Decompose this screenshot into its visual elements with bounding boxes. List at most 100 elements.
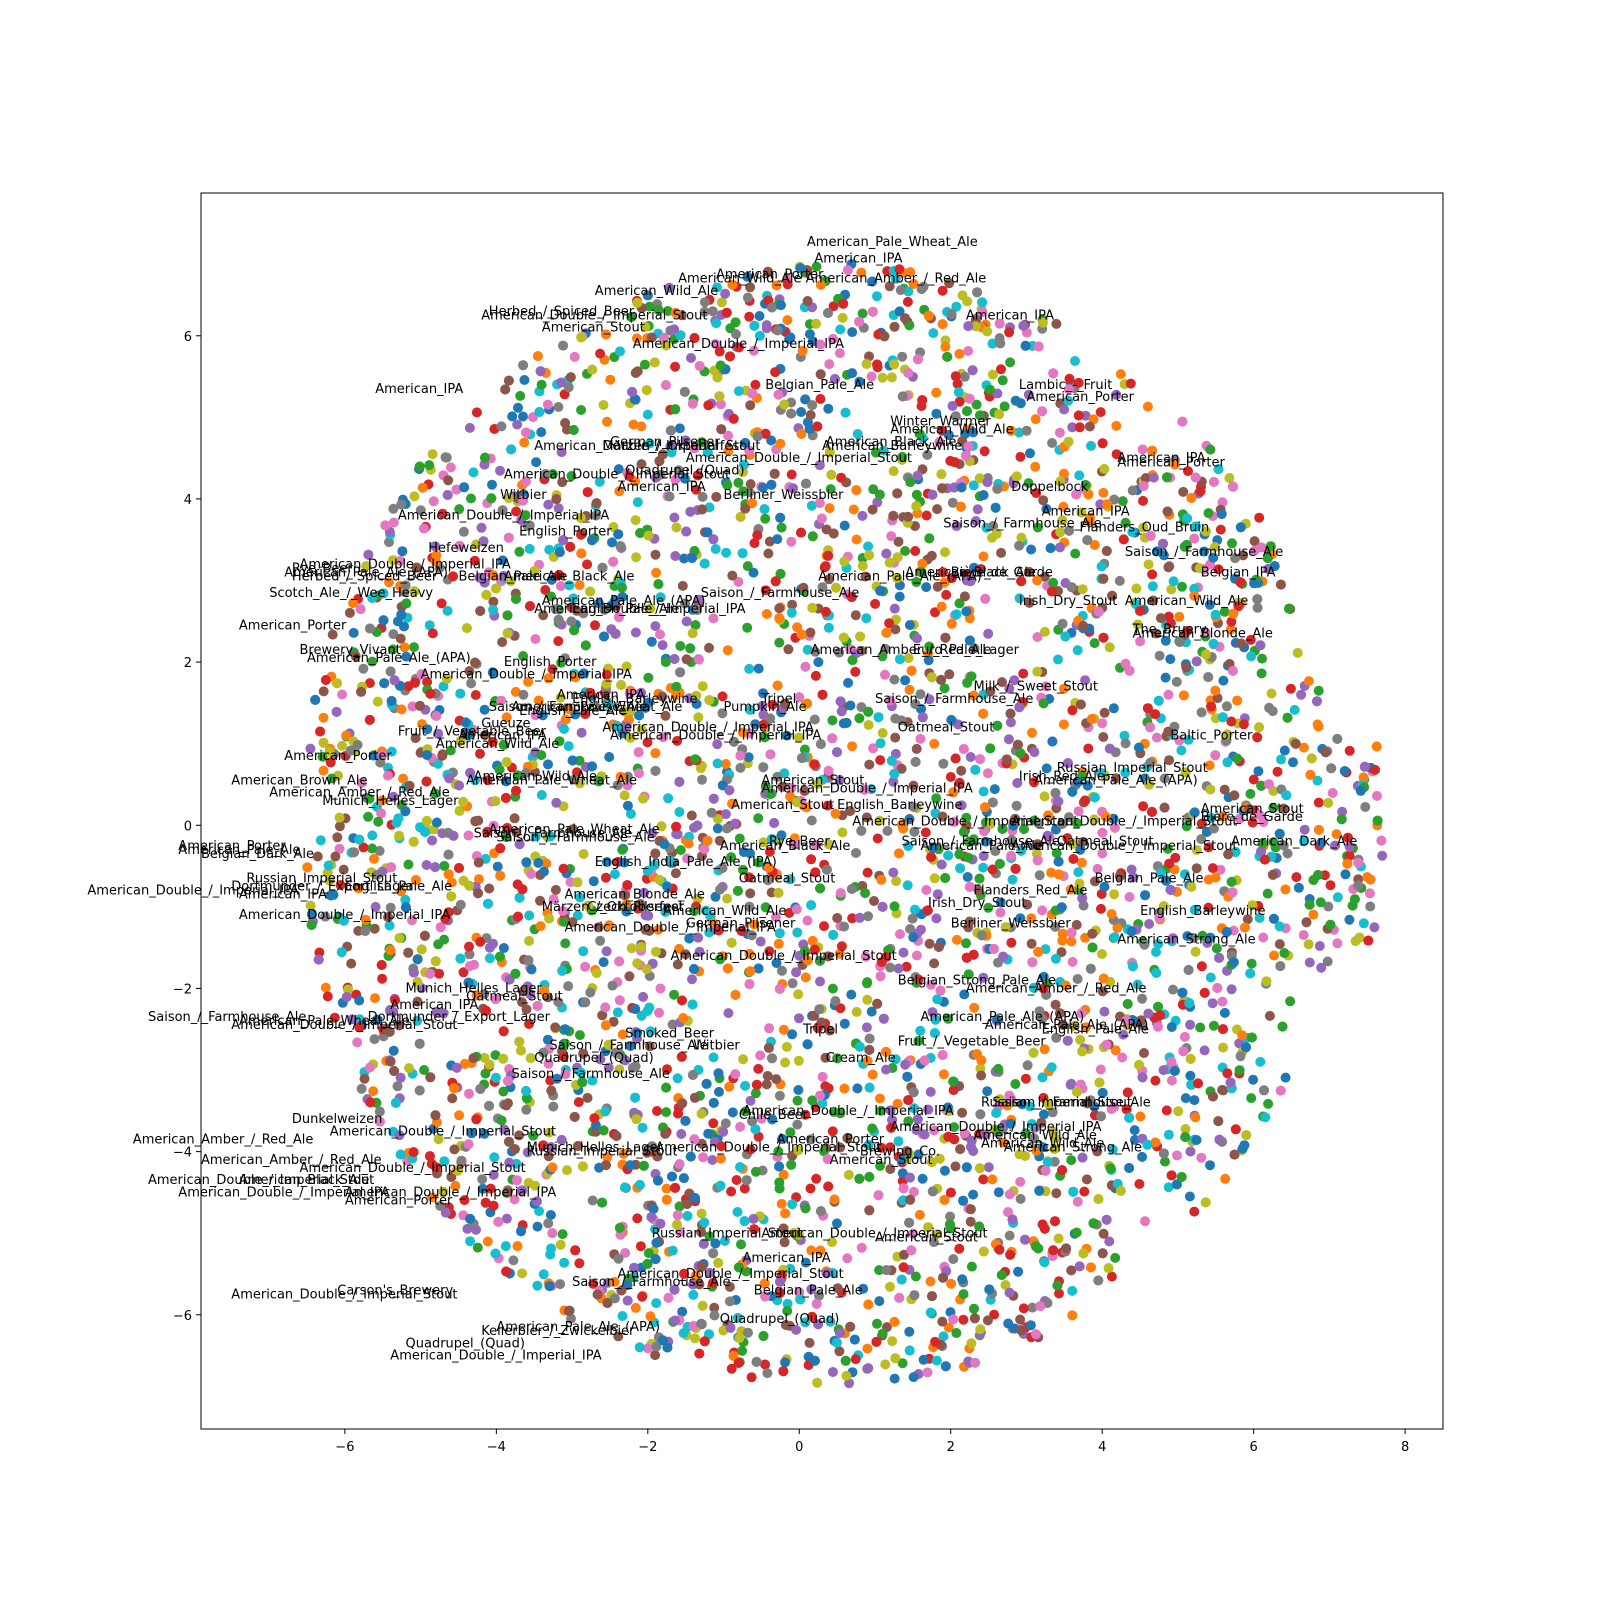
scatter-point — [884, 557, 895, 568]
scatter-point — [1058, 501, 1069, 512]
scatter-point — [1228, 481, 1239, 492]
scatter-point — [727, 279, 738, 290]
scatter-point — [962, 677, 973, 688]
scatter-point — [535, 366, 546, 377]
scatter-point — [334, 821, 345, 832]
scatter-point — [632, 958, 643, 969]
scatter-point — [714, 1086, 724, 1097]
scatter-point — [607, 980, 618, 991]
scatter-point — [677, 1306, 688, 1317]
scatter-point — [414, 1038, 425, 1049]
scatter-point — [670, 307, 681, 318]
scatter-point — [863, 1363, 874, 1374]
scatter-point — [320, 982, 331, 993]
scatter-point — [683, 838, 694, 849]
scatter-point — [484, 1100, 495, 1111]
scatter-point — [454, 780, 465, 791]
scatter-point — [770, 367, 781, 378]
scatter-point — [898, 1262, 909, 1273]
scatter-point — [915, 1025, 926, 1036]
scatter-point — [745, 888, 756, 899]
scatter-point — [1050, 1216, 1060, 1227]
scatter-point — [946, 309, 957, 320]
scatter-point — [1355, 785, 1366, 796]
scatter-point — [546, 574, 557, 585]
scatter-point — [718, 1126, 729, 1137]
scatter-point — [590, 620, 600, 631]
scatter-point — [735, 750, 746, 761]
scatter-point — [754, 311, 765, 321]
scatter-point — [450, 1180, 461, 1191]
scatter-point — [897, 351, 908, 362]
scatter-point — [511, 1175, 522, 1186]
scatter-point — [811, 1298, 822, 1309]
scatter-point — [997, 375, 1008, 386]
scatter-point — [839, 1083, 850, 1094]
scatter-point — [913, 1149, 924, 1160]
scatter-point — [963, 441, 974, 452]
scatter-point — [991, 1014, 1002, 1025]
scatter-point — [875, 1160, 886, 1171]
scatter-point — [482, 775, 493, 786]
scatter-point — [715, 884, 725, 895]
scatter-point — [598, 400, 609, 410]
scatter-point — [836, 706, 847, 717]
scatter-point — [985, 743, 996, 754]
scatter-point — [632, 1213, 643, 1224]
scatter-point — [599, 631, 609, 642]
scatter-point — [1058, 683, 1069, 694]
scatter-point — [736, 1239, 746, 1250]
scatter-point — [1221, 701, 1232, 712]
scatter-point — [677, 1098, 688, 1109]
scatter-point — [454, 504, 465, 515]
scatter-point — [750, 719, 761, 730]
scatter-point — [1185, 1053, 1196, 1064]
scatter-point — [930, 1336, 941, 1347]
scatter-point — [614, 486, 625, 497]
scatter-point — [1303, 939, 1314, 950]
scatter-point — [671, 821, 682, 832]
scatter-point — [1134, 1059, 1145, 1070]
scatter-point — [556, 1134, 567, 1145]
scatter-point — [745, 282, 756, 293]
scatter-point — [1179, 541, 1190, 552]
scatter-point — [608, 1016, 619, 1027]
scatter-point — [969, 643, 980, 654]
scatter-point — [906, 665, 917, 676]
scatter-point — [867, 1069, 878, 1080]
scatter-point — [421, 860, 432, 870]
scatter-point — [476, 522, 487, 533]
scatter-point — [441, 673, 452, 684]
scatter-point — [1281, 790, 1292, 801]
scatter-point — [929, 958, 940, 969]
scatter-point — [667, 1019, 678, 1030]
scatter-point — [1110, 1045, 1121, 1056]
scatter-point — [779, 399, 790, 410]
scatter-point — [444, 773, 455, 784]
scatter-point — [594, 476, 605, 487]
scatter-point — [1226, 876, 1237, 887]
scatter-point — [699, 1336, 710, 1347]
scatter-point — [1354, 932, 1365, 943]
scatter-point — [425, 688, 436, 699]
scatter-point — [667, 1245, 678, 1256]
scatter-point — [421, 776, 432, 787]
scatter-point — [961, 575, 972, 586]
scatter-point — [1014, 540, 1025, 551]
scatter-point — [1230, 1124, 1241, 1135]
scatter-point — [1089, 540, 1100, 550]
scatter-point — [373, 816, 384, 827]
scatter-point — [802, 698, 813, 709]
scatter-point — [533, 695, 544, 706]
scatter-point — [807, 531, 818, 542]
scatter-point — [913, 974, 924, 985]
scatter-point — [1137, 1151, 1148, 1162]
scatter-point — [408, 967, 419, 978]
scatter-point — [526, 869, 537, 879]
scatter-point — [864, 351, 874, 362]
scatter-point — [976, 930, 987, 941]
scatter-point — [621, 661, 632, 672]
scatter-point — [738, 1054, 749, 1065]
scatter-point — [940, 632, 951, 643]
scatter-point — [315, 726, 326, 737]
